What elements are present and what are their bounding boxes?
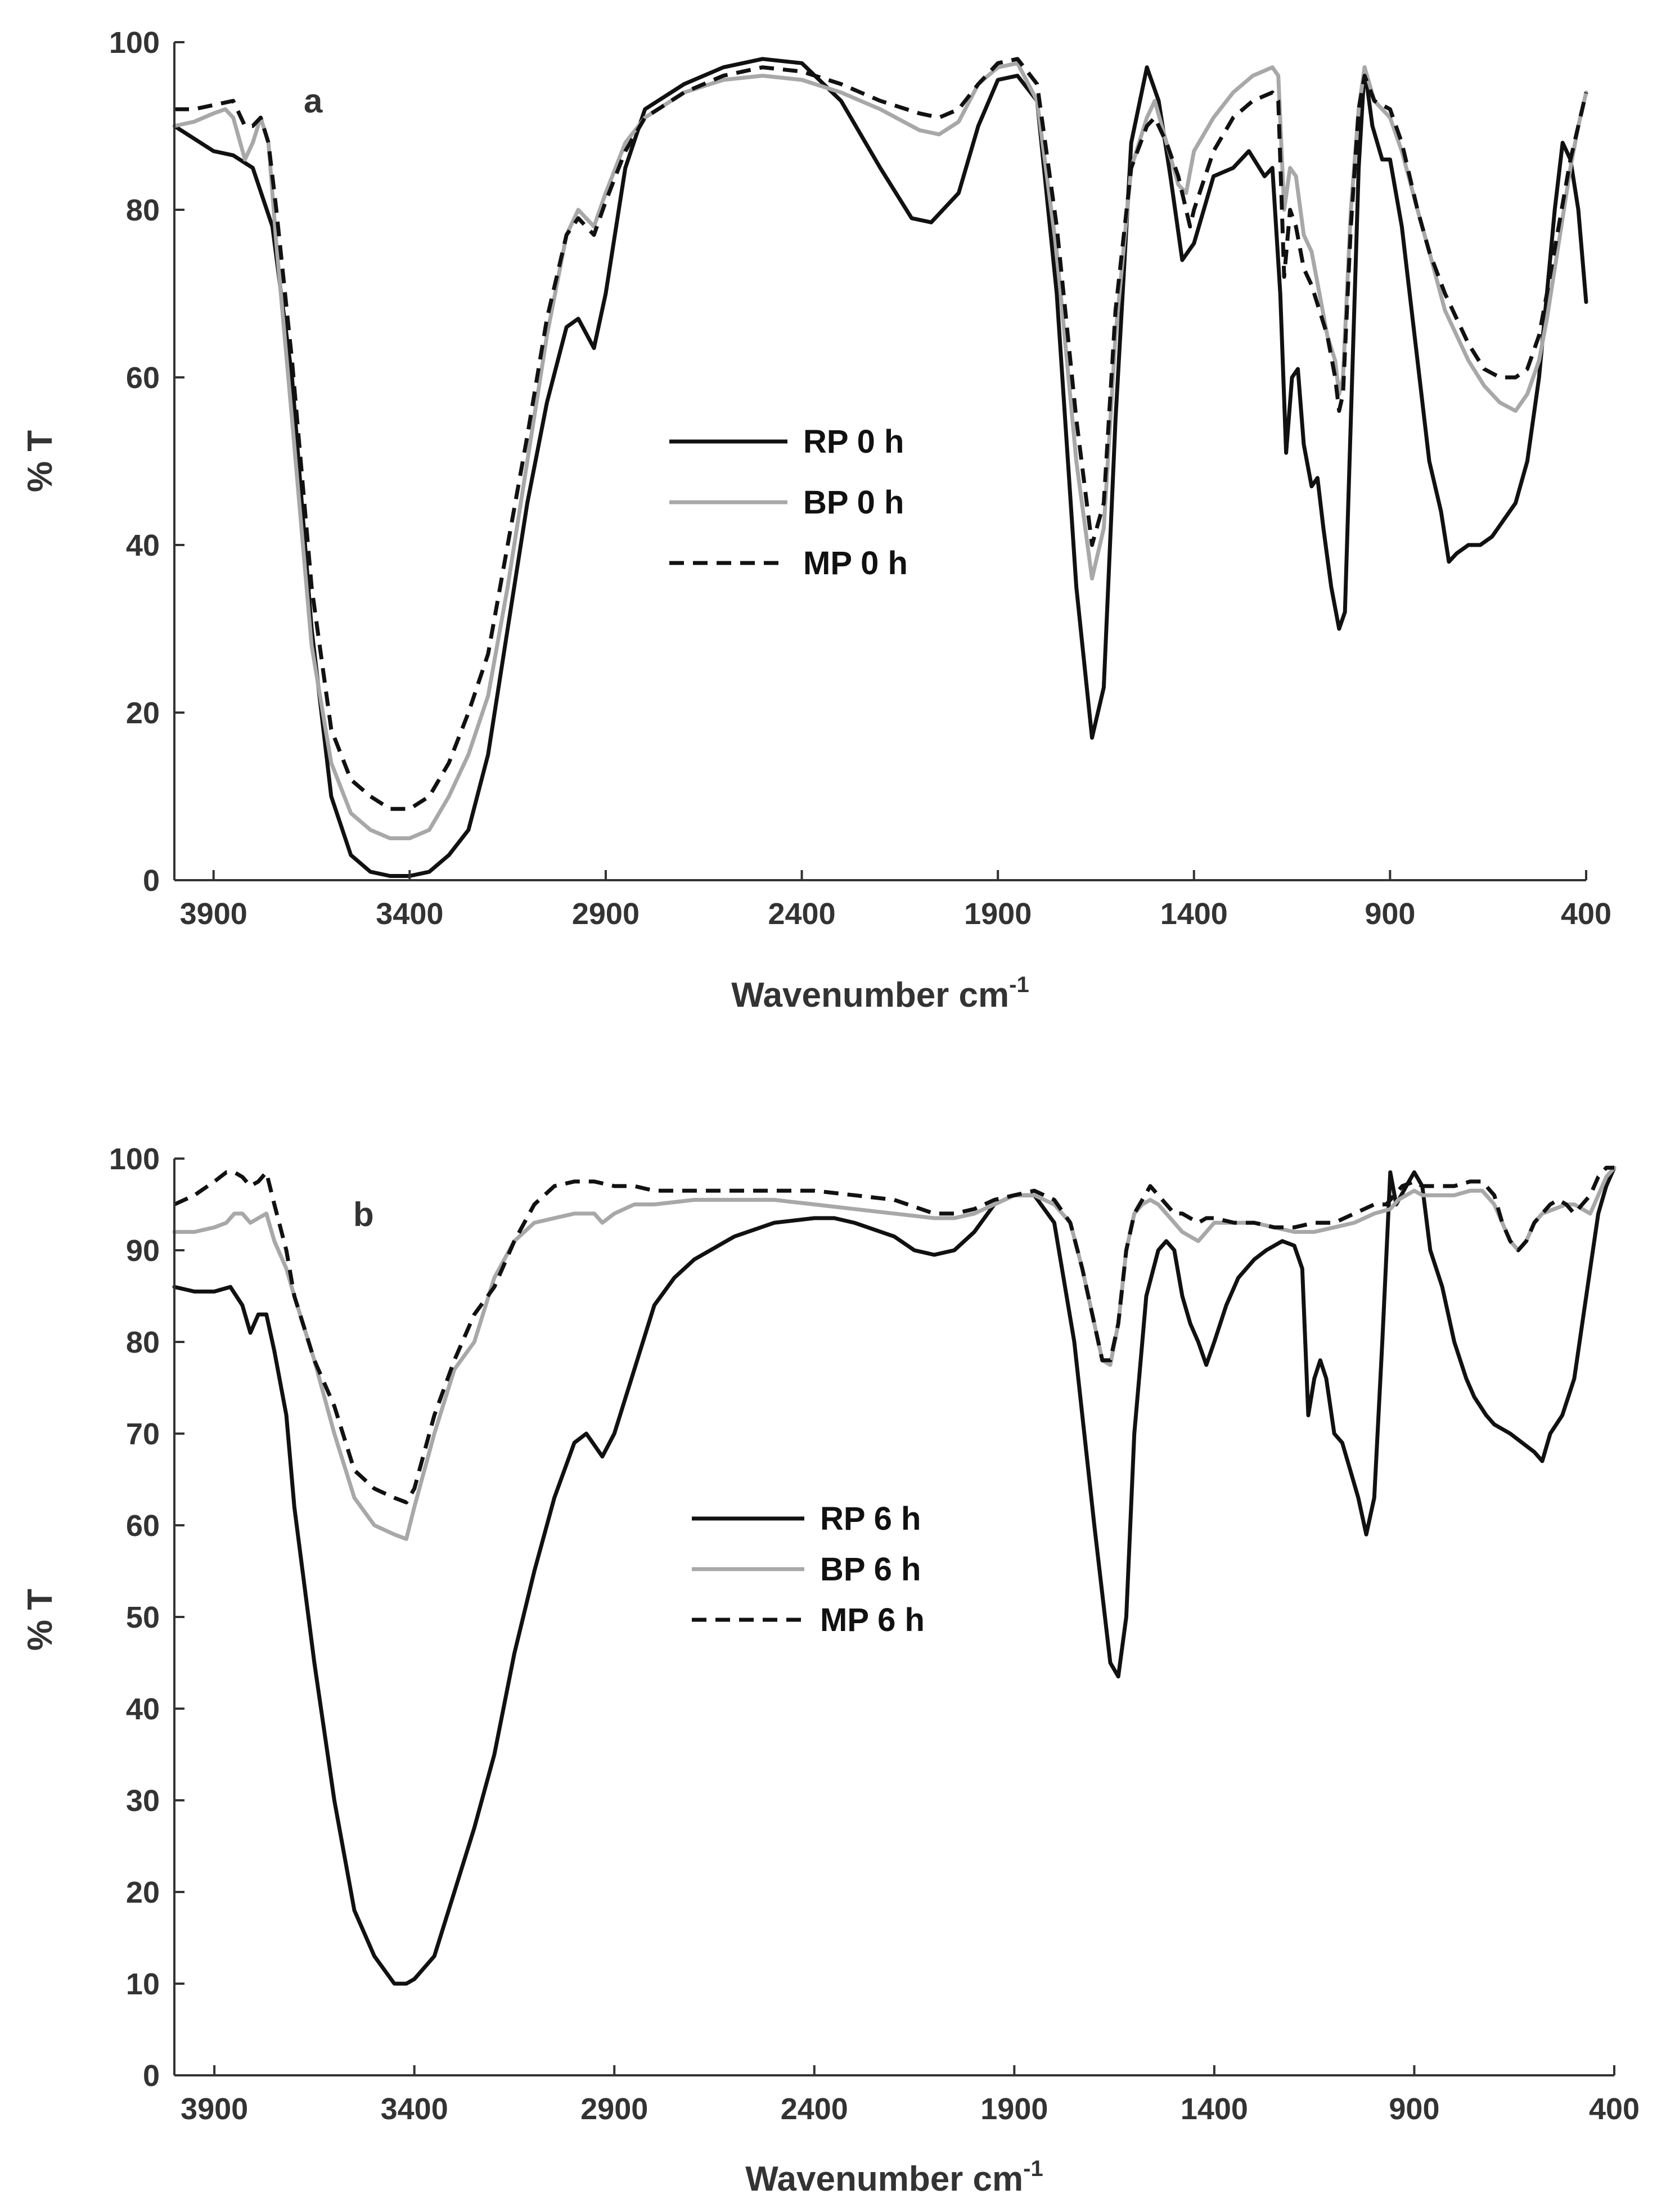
y-tick-label-a-40: 40: [126, 529, 160, 562]
x-tick-label-a-3900: 3900: [180, 897, 247, 931]
x-axis-title-a: Wavenumber cm-1: [731, 972, 1029, 1015]
x-tick-label-a-2400: 2400: [768, 897, 835, 931]
x-axis-title-b-main: Wavenumber cm: [745, 2160, 1023, 2199]
y-tick-label-b-50: 50: [126, 1601, 160, 1634]
axes-a: 0 20 40 60 80 100 3900 3400 2900 2400 1900 1400 900 4…: [109, 26, 1611, 931]
legend-label-mp-b: MP 6 h: [820, 1602, 925, 1638]
x-tick-label-b-400: 400: [1589, 2092, 1640, 2126]
y-tick-label-b-40: 40: [126, 1692, 160, 1726]
y-tick-label-b-30: 30: [126, 1784, 160, 1818]
panel-letter-b: b: [353, 1196, 374, 1233]
x-tick-label-a-1400: 1400: [1160, 897, 1228, 931]
legend-label-mp-a: MP 0 h: [803, 545, 908, 582]
x-tick-label-a-400: 400: [1561, 897, 1611, 931]
y-tick-label-a-20: 20: [126, 696, 160, 730]
y-tick-label-b-60: 60: [126, 1509, 160, 1543]
legend-b: RP 6 h BP 6 h MP 6 h: [692, 1501, 925, 1638]
y-tick-label-b-10: 10: [126, 1967, 160, 2001]
y-tick-label-a-80: 80: [126, 193, 160, 227]
x-tick-label-a-1900: 1900: [964, 897, 1032, 931]
x-tick-label-b-900: 900: [1389, 2092, 1439, 2126]
y-tick-label-b-0: 0: [143, 2059, 160, 2093]
series-line-bp-a: [172, 61, 1588, 840]
y-tick-label-b-100: 100: [109, 1142, 160, 1176]
x-tick-label-a-3400: 3400: [376, 897, 443, 931]
series-line-rp-a: [172, 57, 1588, 878]
chart-panel-b: 0 10 20 30 40 50 60 70 80 90 100 3900 3400 2900 2400 19…: [21, 1142, 1640, 2199]
x-tick-label-b-1400: 1400: [1181, 2092, 1248, 2126]
plot-area-b: [174, 1159, 1614, 2075]
x-tick-label-b-2900: 2900: [580, 2092, 648, 2126]
series-line-mp-b: [173, 1165, 1614, 1504]
y-tick-label-b-70: 70: [126, 1417, 160, 1451]
legend-label-rp-b: RP 6 h: [820, 1501, 921, 1537]
x-axis-title-b: Wavenumber cm-1: [745, 2156, 1043, 2199]
series-line-mp-a: [174, 57, 1588, 811]
axes-b: 0 10 20 30 40 50 60 70 80 90 100 3900 3400 2900 2400 19…: [109, 1142, 1640, 2126]
x-tick-label-b-1900: 1900: [980, 2092, 1048, 2126]
x-tick-label-a-2900: 2900: [572, 897, 640, 931]
y-axis-title-a: % T: [21, 430, 60, 492]
y-tick-label-b-80: 80: [126, 1326, 160, 1359]
x-tick-label-b-3900: 3900: [181, 2092, 248, 2126]
y-tick-label-b-90: 90: [126, 1234, 160, 1268]
series-group-b: [172, 1165, 1617, 1986]
legend-label-rp-a: RP 0 h: [803, 424, 904, 460]
y-tick-label-b-20: 20: [126, 1876, 160, 1909]
y-tick-label-a-60: 60: [126, 361, 160, 395]
legend-label-bp-b: BP 6 h: [820, 1551, 921, 1588]
chart-panel-a: 0 20 40 60 80 100 3900 3400 2900 2400 1900 1400 900 4…: [21, 26, 1611, 1015]
x-axis-title-b-sup: -1: [1023, 2156, 1043, 2181]
x-tick-label-b-3400: 3400: [381, 2092, 448, 2126]
x-tick-label-b-2400: 2400: [781, 2092, 848, 2126]
y-tick-label-a-0: 0: [143, 864, 160, 898]
panel-letter-a: a: [304, 82, 323, 120]
legend-label-bp-a: BP 0 h: [803, 484, 904, 521]
x-axis-title-a-sup: -1: [1009, 972, 1029, 997]
x-axis-title-a-main: Wavenumber cm: [731, 976, 1009, 1015]
legend-a: RP 0 h BP 0 h MP 0 h: [669, 424, 908, 582]
x-tick-label-a-900: 900: [1365, 897, 1415, 931]
y-axis-title-b: % T: [21, 1589, 60, 1651]
y-tick-label-a-100: 100: [109, 26, 160, 60]
series-line-rp-b: [172, 1165, 1617, 1986]
series-group-a: [172, 57, 1588, 878]
